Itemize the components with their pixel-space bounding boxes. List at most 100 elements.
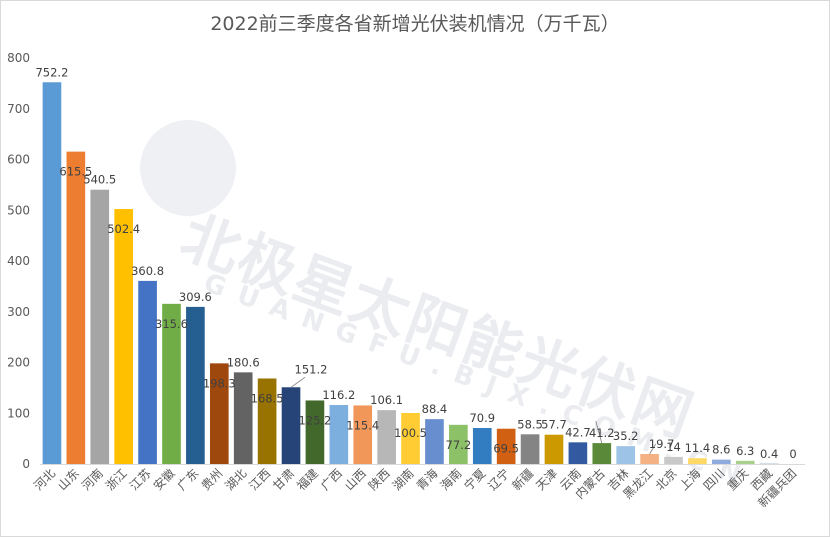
x-tick-label: 甘肃 bbox=[270, 466, 297, 493]
bar bbox=[735, 460, 755, 464]
x-axis: 河北山东河南浙江江苏安徽广东贵州湖北江西甘肃福建广西山西陕西湖南青海海南宁夏辽宁… bbox=[31, 466, 799, 511]
x-tick-label: 陕西 bbox=[365, 466, 393, 494]
bar bbox=[640, 454, 659, 464]
bar bbox=[138, 280, 157, 464]
x-tick-label: 安徽 bbox=[150, 466, 178, 494]
x-tick-label: 辽宁 bbox=[485, 466, 513, 494]
x-tick-label: 湖南 bbox=[389, 466, 417, 494]
bar bbox=[616, 446, 636, 464]
data-label: 315.6 bbox=[155, 317, 188, 331]
data-label: 151.2 bbox=[295, 362, 328, 376]
data-label: 6.3 bbox=[736, 444, 754, 458]
x-tick-label: 山西 bbox=[342, 466, 369, 493]
data-label: 57.7 bbox=[541, 418, 567, 432]
data-label: 0.4 bbox=[760, 447, 778, 461]
bar bbox=[544, 434, 564, 464]
bar bbox=[42, 82, 62, 465]
y-tick-label: 700 bbox=[7, 102, 30, 116]
data-label: 42.7 bbox=[565, 425, 591, 439]
bar bbox=[90, 189, 110, 465]
x-tick-label: 上海 bbox=[676, 466, 704, 494]
label-leader-line bbox=[649, 443, 656, 455]
label-leader-line bbox=[290, 376, 306, 388]
data-label: 88.4 bbox=[422, 402, 448, 416]
bar bbox=[664, 456, 683, 464]
bar bbox=[425, 419, 444, 464]
bar bbox=[496, 428, 516, 464]
data-label: 8.6 bbox=[712, 443, 730, 457]
bar bbox=[281, 387, 301, 464]
x-tick-label: 重庆 bbox=[724, 466, 751, 493]
x-tick-label: 湖北 bbox=[222, 466, 250, 494]
data-label: 615.5 bbox=[59, 165, 92, 179]
bar bbox=[568, 442, 588, 464]
bar bbox=[449, 424, 468, 464]
bar bbox=[401, 412, 420, 464]
bar bbox=[377, 410, 396, 464]
bar bbox=[257, 378, 277, 464]
bar bbox=[329, 405, 349, 464]
data-label: 309.6 bbox=[179, 290, 212, 304]
x-tick-label: 山东 bbox=[55, 466, 82, 493]
bar bbox=[162, 303, 181, 464]
bar bbox=[233, 372, 253, 464]
x-tick-label: 海南 bbox=[437, 466, 465, 494]
y-tick-label: 100 bbox=[7, 406, 30, 420]
x-tick-label: 贵州 bbox=[199, 466, 226, 493]
y-tick-label: 500 bbox=[7, 203, 30, 217]
data-label: 360.8 bbox=[131, 264, 164, 278]
data-label: 752.2 bbox=[35, 65, 68, 79]
x-tick-label: 江苏 bbox=[127, 466, 154, 493]
data-label: 41.2 bbox=[589, 426, 615, 440]
bar bbox=[305, 400, 325, 464]
bar bbox=[472, 428, 492, 464]
x-tick-label: 广东 bbox=[175, 466, 202, 493]
data-label: 14 bbox=[666, 440, 681, 454]
x-tick-label: 福建 bbox=[293, 466, 321, 494]
y-tick-label: 400 bbox=[7, 254, 30, 268]
data-label: 35.2 bbox=[613, 429, 639, 443]
data-label: 11.4 bbox=[685, 441, 711, 455]
data-label: 77.2 bbox=[446, 438, 472, 452]
bar bbox=[186, 306, 205, 464]
x-tick-label: 青海 bbox=[413, 466, 441, 494]
x-tick-label: 浙江 bbox=[103, 466, 130, 493]
x-tick-label: 宁夏 bbox=[461, 466, 489, 494]
data-label: 19.7 bbox=[649, 437, 675, 451]
data-label: 58.5 bbox=[517, 417, 543, 431]
data-label: 168.5 bbox=[251, 391, 284, 405]
x-tick-label: 新疆 bbox=[509, 466, 537, 494]
data-label: 198.3 bbox=[203, 376, 236, 390]
chart-title: 2022前三季度各省新增光伏装机情况（万千瓦） bbox=[210, 13, 620, 35]
data-label: 125.2 bbox=[298, 413, 331, 427]
data-label: 502.4 bbox=[107, 222, 140, 236]
x-tick-label: 北京 bbox=[653, 466, 680, 493]
data-label: 180.6 bbox=[227, 355, 260, 369]
bar bbox=[520, 434, 540, 464]
bar bbox=[114, 209, 133, 464]
x-tick-label: 广西 bbox=[318, 466, 345, 493]
bar bbox=[209, 363, 229, 464]
y-tick-label: 600 bbox=[7, 153, 30, 167]
bar bbox=[688, 458, 707, 464]
data-label: 69.5 bbox=[493, 442, 519, 456]
x-tick-label: 河北 bbox=[31, 466, 58, 493]
bar bbox=[353, 405, 373, 464]
bar-series bbox=[42, 82, 779, 465]
label-leader-line bbox=[595, 420, 603, 444]
data-label: 100.5 bbox=[394, 426, 427, 440]
y-tick-label: 800 bbox=[7, 51, 30, 65]
data-label: 106.1 bbox=[370, 393, 403, 407]
data-label: 540.5 bbox=[83, 173, 116, 187]
data-label: 116.2 bbox=[322, 388, 355, 402]
bar bbox=[66, 151, 86, 465]
x-tick-label: 河南 bbox=[78, 466, 106, 494]
bar bbox=[712, 459, 731, 464]
x-tick-label: 四川 bbox=[701, 466, 728, 493]
y-axis: 0 100 200 300 400 500 600 700 800 bbox=[7, 51, 805, 471]
data-label: 70.9 bbox=[469, 411, 495, 425]
y-tick-label: 300 bbox=[7, 305, 30, 319]
y-tick-label: 200 bbox=[7, 356, 30, 370]
